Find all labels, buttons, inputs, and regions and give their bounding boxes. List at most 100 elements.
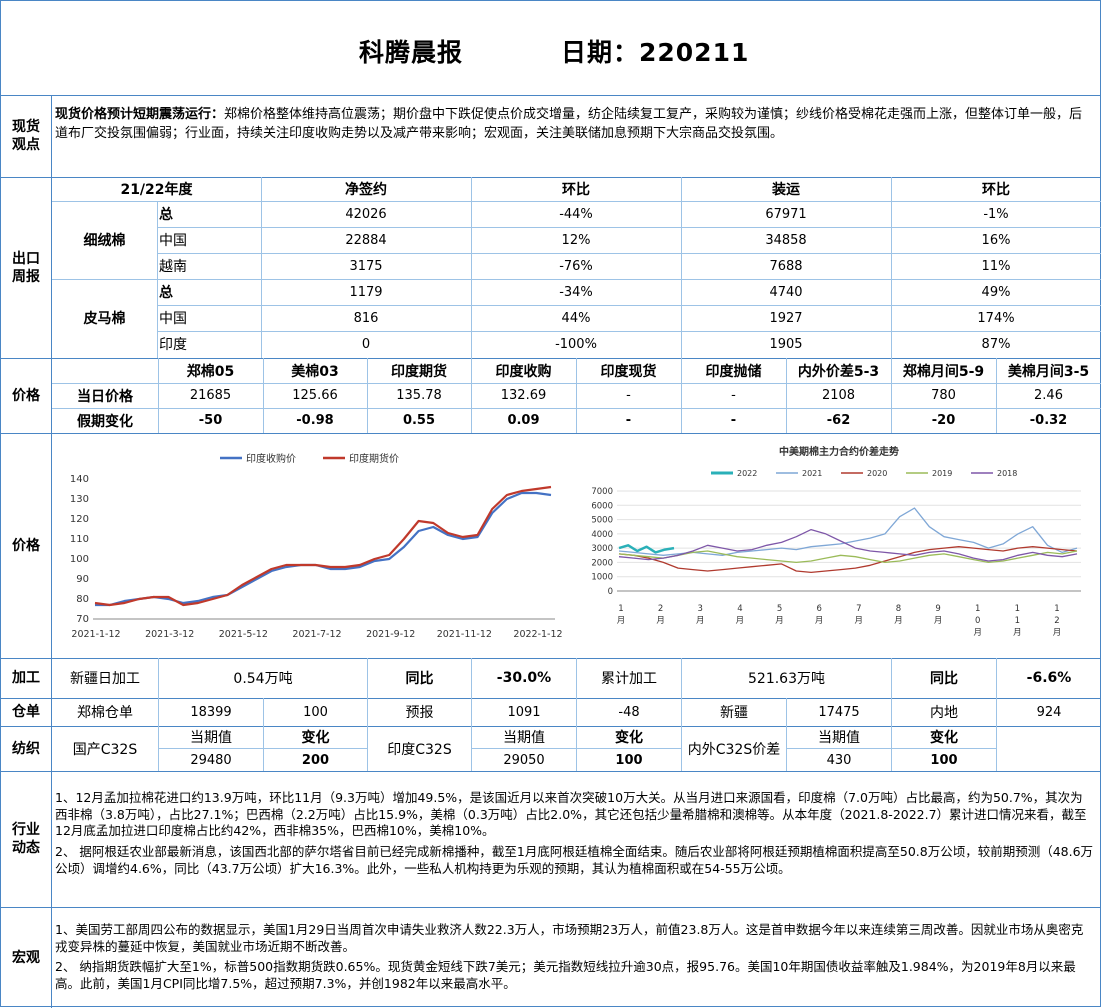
price-value: 21685	[189, 388, 232, 403]
series-line	[618, 544, 675, 554]
grid-line	[891, 358, 892, 433]
y-tick-label: 140	[70, 474, 89, 485]
export-cell: -44%	[559, 206, 593, 222]
y-tick-label: 6000	[591, 501, 613, 511]
cum-value: 521.63万吨	[748, 671, 825, 687]
x-tick-label: 月	[894, 616, 903, 626]
report-title: 科腾晨报	[359, 38, 464, 67]
x-tick-label: 2021-9-12	[366, 629, 415, 640]
y-tick-label: 5000	[591, 516, 613, 526]
zc-warehouse-value: 18399	[190, 704, 232, 720]
y-tick-label: 7000	[591, 487, 613, 497]
series-line	[618, 550, 1078, 564]
export-cell: -100%	[555, 336, 597, 352]
price-header: 内外价差5-3	[797, 363, 880, 380]
export-header-0: 21/22年度	[120, 182, 193, 198]
domestic-change-value: 200	[301, 752, 330, 768]
price-change: -20	[931, 413, 956, 428]
section-label-price-chart: 价格	[12, 537, 40, 554]
series-line	[95, 491, 552, 607]
x-tick-label: 2021-7-12	[292, 629, 341, 640]
grid-line	[891, 177, 892, 358]
x-tick-label: 月	[1053, 628, 1062, 638]
export-cell: 1179	[349, 284, 383, 300]
price-value: -	[731, 388, 736, 403]
price-value: 132.69	[500, 388, 547, 403]
price-header: 郑棉05	[186, 363, 235, 380]
export-header-3: 装运	[772, 182, 800, 198]
export-row-label: 越南	[159, 259, 187, 275]
x-tick-label: 1	[1054, 604, 1059, 614]
domestic-change-label: 变化	[301, 730, 330, 746]
x-tick-label: 2021-3-12	[145, 629, 194, 640]
export-row-label: 总	[159, 207, 173, 223]
grid-line	[681, 177, 682, 358]
y-tick-label: 0	[608, 587, 613, 597]
grid-line	[471, 358, 472, 433]
price-value: 780	[931, 388, 956, 403]
industry-news-2: 2、 据阿根廷农业部最新消息，该国西北部的萨尔塔省目前已经完成新棉播种，截至1月…	[55, 844, 1094, 876]
forecast-label: 预报	[405, 705, 434, 721]
price-row-label: 当日价格	[77, 388, 133, 405]
export-row-label: 印度	[159, 337, 187, 353]
legend-label: 2021	[802, 469, 822, 478]
export-group-label: 皮马棉	[83, 311, 126, 327]
x-tick-label: 月	[736, 616, 745, 626]
legend-label: 2022	[737, 469, 757, 478]
export-cell: 12%	[561, 232, 591, 248]
export-cell: 4740	[769, 284, 803, 300]
price-header: 印度收购	[495, 363, 552, 380]
grid-line	[158, 331, 1101, 332]
section-label-spot: 现货 观点	[12, 119, 40, 153]
export-row-label: 中国	[159, 311, 187, 327]
export-cell: 7688	[769, 258, 803, 274]
section-label-textile: 纺织	[12, 740, 40, 757]
export-cell: 174%	[977, 310, 1015, 326]
y-tick-label: 4000	[591, 530, 613, 540]
series-line	[618, 546, 1078, 574]
legend-label: 印度期货价	[349, 452, 399, 465]
price-change: -	[625, 413, 632, 428]
forecast-change: -48	[618, 704, 640, 720]
x-tick-label: 月	[855, 616, 864, 626]
x-tick-label: 2021-1-12	[71, 629, 120, 640]
x-tick-label: 5	[777, 604, 782, 614]
export-cell: 11%	[981, 258, 1011, 274]
macro-news-2: 2、 纳指期货跌幅扩大至1%，标普500指数期货跌0.65%。现货黄金短线下跌7…	[55, 959, 1076, 991]
x-tick-label: 1	[618, 604, 623, 614]
export-cell: 3175	[349, 258, 383, 274]
x-tick-label: 月	[815, 616, 824, 626]
legend-label: 印度收购价	[246, 452, 296, 465]
x-tick-label: 2	[1054, 616, 1059, 626]
x-tick-label: 月	[656, 616, 665, 626]
export-cell: 1927	[769, 310, 803, 326]
domestic-current-value: 29480	[190, 752, 232, 768]
india-current-value: 29050	[503, 752, 545, 768]
x-tick-label: 2022-1-12	[513, 629, 562, 640]
india-change-label: 变化	[615, 730, 643, 746]
india-change-value: 100	[615, 752, 643, 768]
x-tick-label: 7	[856, 604, 861, 614]
india-c32s-label: 印度C32S	[387, 741, 452, 758]
section-label-macro: 宏观	[12, 949, 40, 966]
spread-change-label: 变化	[930, 730, 958, 746]
export-cell: 34858	[765, 232, 807, 248]
export-cell: 1905	[769, 336, 803, 352]
forecast-value: 1091	[507, 704, 541, 720]
price-header: 美棉03	[291, 363, 339, 380]
spot-view-body: 郑棉价格整体维持高位震荡；期价盘中下跌促使点价成交增量，纺企陆续复工复产，采购较…	[55, 107, 1083, 141]
price-row-label: 假期变化	[77, 413, 133, 430]
export-header-4: 环比	[982, 182, 1010, 198]
x-tick-label: 月	[775, 616, 784, 626]
zc-warehouse-change: 100	[303, 704, 328, 720]
x-tick-label: 1	[975, 604, 980, 614]
spread-c32s-label: 内外C32S价差	[687, 741, 781, 758]
price-value: 2.46	[1034, 388, 1063, 403]
price-value: -	[626, 388, 631, 403]
export-cell: -76%	[559, 258, 593, 274]
spread-change-value: 100	[930, 752, 958, 768]
report-date: 日期：220211	[561, 38, 750, 67]
grid-line	[52, 408, 1101, 409]
